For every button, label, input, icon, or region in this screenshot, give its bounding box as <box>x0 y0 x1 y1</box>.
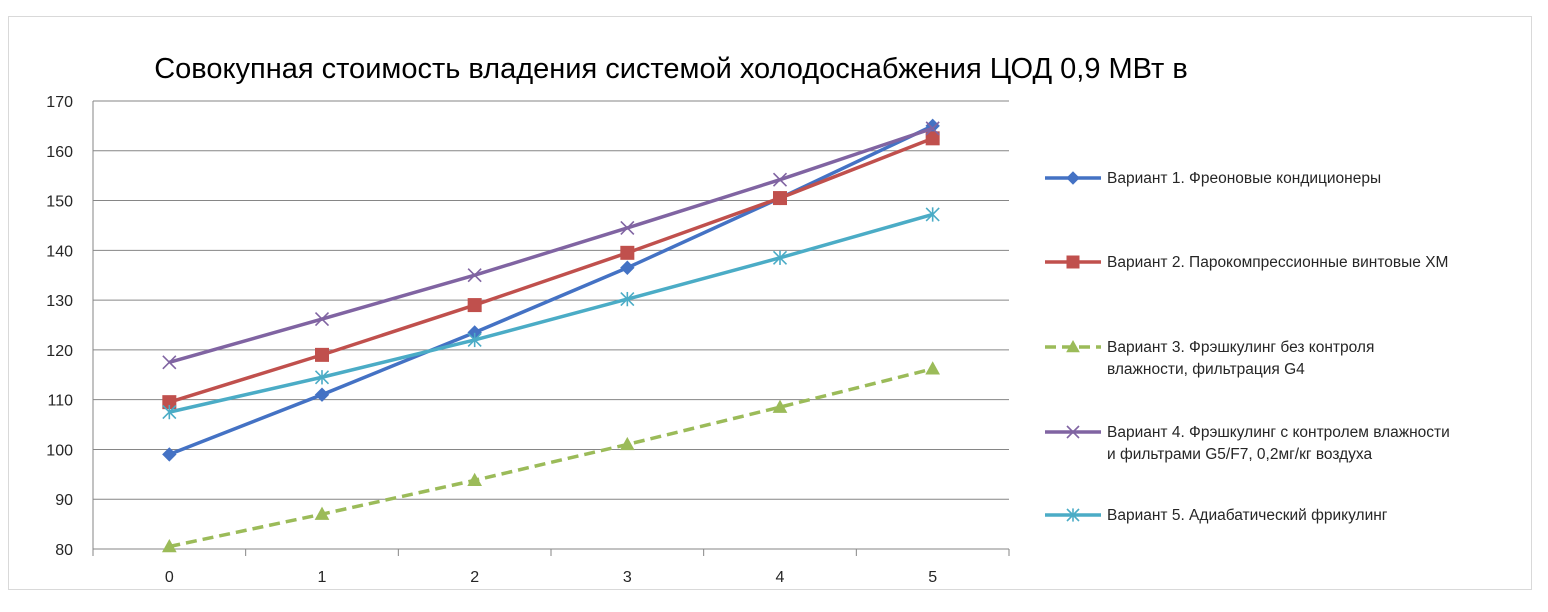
data-point-triangle <box>1066 339 1080 353</box>
series-5 <box>162 207 940 420</box>
y-tick-label: 140 <box>46 243 73 260</box>
y-tick-label: 170 <box>46 94 73 111</box>
legend-entry-4: Вариант 4. Фрэшкулинг с контролем влажно… <box>1045 424 1450 463</box>
data-point-square <box>1066 255 1080 269</box>
legend-label: и фильтрами G5/F7, 0,2мг/кг воздуха <box>1107 446 1372 463</box>
series-line-2 <box>168 136 934 404</box>
data-point-diamond <box>620 260 635 275</box>
y-tick-label: 120 <box>46 343 73 360</box>
data-point-triangle <box>772 399 788 413</box>
legend-entry-2: Вариант 2. Парокомпрессионные винтовые Х… <box>1045 254 1448 271</box>
legend-label: Вариант 3. Фрэшкулинг без контроля <box>1107 339 1374 356</box>
data-point-x <box>314 311 330 327</box>
data-point-x <box>162 355 177 370</box>
y-tick-label: 110 <box>47 393 73 410</box>
data-point-asterisk <box>925 207 940 222</box>
data-point-x <box>925 121 940 136</box>
y-tick-label: 130 <box>46 293 73 310</box>
x-tick-label: 3 <box>623 569 632 586</box>
x-tick-label: 4 <box>776 569 785 586</box>
series-line-1 <box>168 124 934 457</box>
data-point-asterisk <box>620 291 635 307</box>
data-point-square <box>467 298 482 313</box>
x-tick-label: 1 <box>318 569 327 586</box>
x-tick-label: 2 <box>470 569 479 586</box>
y-tick-label: 160 <box>46 144 73 161</box>
chart-title: Совокупная стоимость владения системой х… <box>154 53 1188 85</box>
data-point-triangle <box>314 506 330 520</box>
data-point-asterisk <box>1066 508 1080 522</box>
data-point-square <box>925 131 940 146</box>
series-layer <box>161 118 941 553</box>
data-point-triangle <box>619 436 635 451</box>
data-point-diamond <box>1066 171 1080 185</box>
series-line-5 <box>168 212 934 414</box>
data-point-triangle <box>161 538 177 553</box>
series-4 <box>162 121 940 370</box>
y-tick-label: 80 <box>55 542 73 559</box>
chart-svg: Совокупная стоимость владения системой х… <box>46 53 1450 586</box>
data-point-asterisk <box>314 370 330 385</box>
data-point-square <box>315 347 329 362</box>
series-1 <box>162 118 940 462</box>
data-point-triangle <box>467 472 483 487</box>
legend-label: влажности, фильтрация G4 <box>1107 361 1305 378</box>
legend-entry-1: Вариант 1. Фреоновые кондиционеры <box>1045 170 1381 187</box>
data-point-diamond <box>314 387 330 402</box>
data-point-square <box>773 191 787 206</box>
chart-frame: Совокупная стоимость владения системой х… <box>8 16 1532 590</box>
series-line-4 <box>168 126 934 365</box>
y-tick-label: 150 <box>46 194 73 211</box>
data-point-asterisk <box>467 332 482 348</box>
x-tick-label: 0 <box>165 569 174 586</box>
series-3 <box>161 361 941 553</box>
data-point-x <box>772 172 788 187</box>
data-point-square <box>620 245 635 260</box>
series-2 <box>162 131 940 410</box>
x-tick-label: 5 <box>928 569 937 586</box>
series-line-3 <box>168 367 934 549</box>
data-point-triangle <box>925 361 941 375</box>
data-point-asterisk <box>772 250 788 265</box>
legend-entry-5: Вариант 5. Адиабатический фрикулинг <box>1045 507 1388 524</box>
legend-label: Вариант 1. Фреоновые кондиционеры <box>1107 170 1381 187</box>
axis-layer: 80 90 100 110 120 130 140 150 160 170 0 1 2 3 4 5 <box>46 94 1010 586</box>
data-point-x <box>620 220 635 235</box>
data-point-diamond <box>162 447 177 462</box>
data-point-x <box>1066 425 1080 439</box>
data-point-asterisk <box>162 404 177 420</box>
y-tick-label: 100 <box>46 442 73 459</box>
legend-label: Вариант 2. Парокомпрессионные винтовые Х… <box>1107 254 1448 271</box>
legend-entry-3: Вариант 3. Фрэшкулинг без контроля влажно… <box>1045 339 1374 378</box>
legend-label: Вариант 4. Фрэшкулинг с контролем влажно… <box>1107 424 1450 441</box>
legend-label: Вариант 5. Адиабатический фрикулинг <box>1107 507 1388 524</box>
y-tick-label: 90 <box>55 492 73 509</box>
data-point-x <box>467 268 482 283</box>
legend: Вариант 1. Фреоновые кондиционеры Вариант… <box>1045 170 1450 524</box>
